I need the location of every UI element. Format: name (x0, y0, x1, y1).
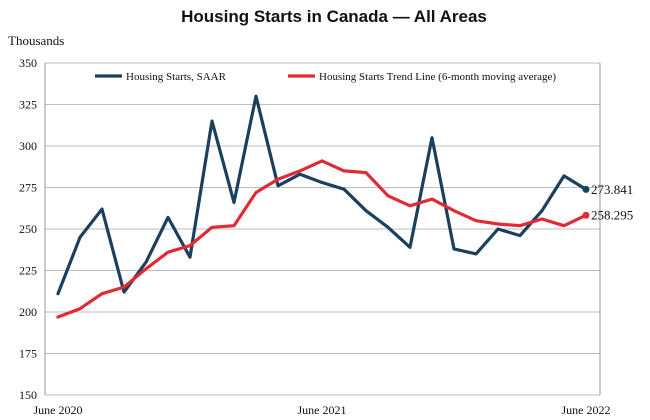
y-tick-label: 175 (19, 347, 37, 361)
y-tick-label: 350 (19, 56, 37, 70)
end-value-labels: 273.841 258.295 (591, 182, 633, 223)
x-axis-ticks: June 2020 June 2021 June 2022 (34, 403, 611, 417)
y-axis-ticks: 150 175 200 225 250 275 300 325 350 (19, 56, 37, 402)
y-tick-label: 300 (19, 139, 37, 153)
legend: Housing Starts, SAAR Housing Starts Trend… (95, 71, 556, 83)
y-tick-label: 250 (19, 222, 37, 236)
y-tick-label: 200 (19, 305, 37, 319)
legend-label-0: Housing Starts, SAAR (126, 71, 227, 83)
x-tick-label: June 2020 (34, 403, 83, 417)
x-tick-label: June 2021 (298, 403, 347, 417)
end-value-label-0: 273.841 (591, 182, 633, 197)
series-lines (56, 94, 590, 319)
y-tick-label: 225 (19, 264, 37, 278)
y-tick-label: 275 (19, 181, 37, 195)
y-tick-label: 325 (19, 98, 37, 112)
y-tick-label: 150 (19, 388, 37, 402)
gridlines (44, 62, 601, 396)
end-value-label-1: 258.295 (591, 208, 633, 223)
chart-title: Housing Starts in Canada — All Areas (181, 7, 487, 26)
series-line-0 (56, 94, 588, 296)
x-tick-label: June 2022 (562, 403, 611, 417)
series-end-point-0 (582, 185, 590, 193)
legend-label-1: Housing Starts Trend Line (6-month movin… (319, 71, 556, 83)
y-axis-label: Thousands (8, 33, 64, 48)
series-line-1 (56, 159, 588, 319)
series-end-point-1 (582, 211, 590, 219)
